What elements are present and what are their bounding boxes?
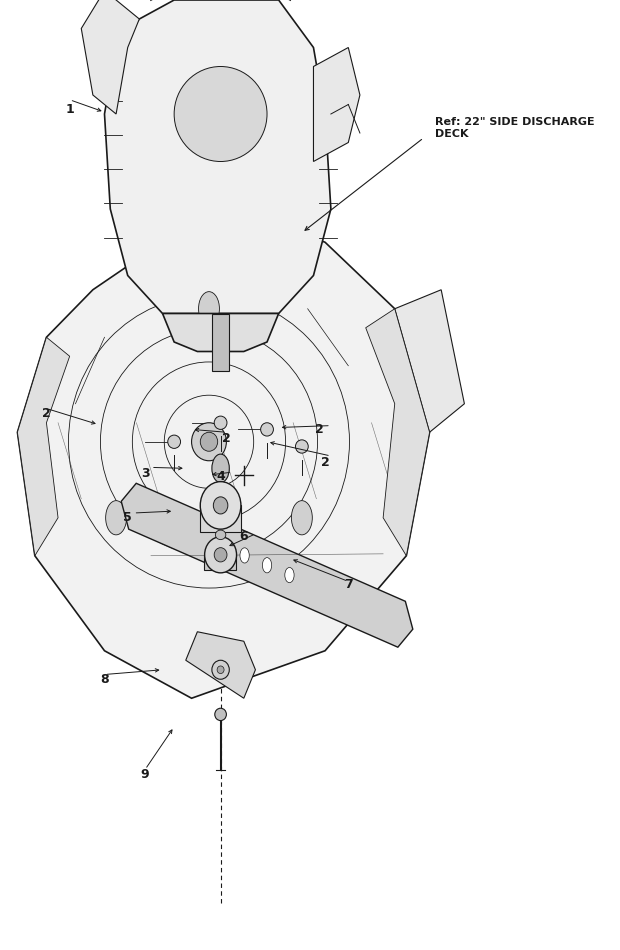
Text: 1: 1 <box>65 103 74 116</box>
Circle shape <box>291 501 312 535</box>
Polygon shape <box>186 632 255 698</box>
Ellipse shape <box>260 423 273 436</box>
Ellipse shape <box>296 440 308 453</box>
Text: 4: 4 <box>216 470 225 484</box>
Text: Ref: 22" SIDE DISCHARGE
DECK: Ref: 22" SIDE DISCHARGE DECK <box>435 118 595 139</box>
Circle shape <box>285 567 294 582</box>
Bar <box>212 314 229 370</box>
Circle shape <box>240 548 249 563</box>
Ellipse shape <box>200 432 218 451</box>
Polygon shape <box>162 314 278 352</box>
Text: 6: 6 <box>239 530 248 543</box>
Ellipse shape <box>214 416 227 429</box>
Polygon shape <box>366 309 430 556</box>
Ellipse shape <box>215 709 226 721</box>
Circle shape <box>212 454 229 483</box>
Bar <box>200 505 241 532</box>
Text: 2: 2 <box>321 456 329 469</box>
Circle shape <box>262 558 272 573</box>
Polygon shape <box>81 0 140 114</box>
Text: 3: 3 <box>141 466 149 480</box>
Bar <box>205 555 236 570</box>
Ellipse shape <box>215 530 226 540</box>
Text: 2: 2 <box>42 407 51 420</box>
Polygon shape <box>17 337 69 556</box>
Text: eReplacementParts.com: eReplacementParts.com <box>222 451 358 461</box>
Polygon shape <box>17 214 430 698</box>
Text: 2: 2 <box>222 432 231 446</box>
Circle shape <box>198 292 219 326</box>
Polygon shape <box>122 484 413 647</box>
Ellipse shape <box>217 666 224 674</box>
Ellipse shape <box>192 423 226 461</box>
Text: 9: 9 <box>141 768 149 781</box>
Polygon shape <box>314 48 360 162</box>
Text: 8: 8 <box>100 673 108 686</box>
Ellipse shape <box>212 660 229 679</box>
Text: 7: 7 <box>344 578 353 591</box>
Ellipse shape <box>213 497 228 514</box>
Text: 5: 5 <box>123 511 132 524</box>
Ellipse shape <box>200 482 241 529</box>
Ellipse shape <box>174 66 267 162</box>
Text: 2: 2 <box>315 423 324 436</box>
Circle shape <box>105 501 126 535</box>
Ellipse shape <box>214 547 227 562</box>
Ellipse shape <box>205 537 237 573</box>
Polygon shape <box>395 290 464 432</box>
Ellipse shape <box>168 435 180 448</box>
Polygon shape <box>105 0 331 314</box>
